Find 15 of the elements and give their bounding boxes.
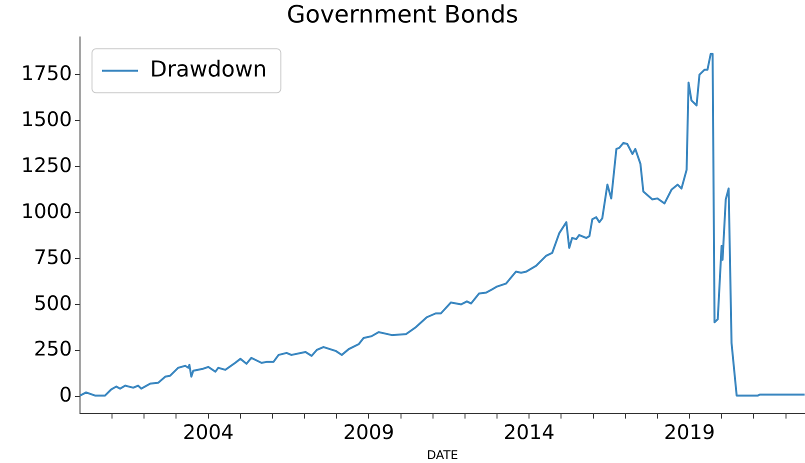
y-tick-label: 0 (59, 382, 72, 407)
legend-label: Drawdown (150, 58, 267, 83)
y-tick-label: 250 (34, 336, 72, 361)
y-tick-label: 750 (34, 244, 72, 269)
x-tick-label: 2004 (182, 420, 234, 444)
chart-title: Government Bonds (286, 0, 518, 29)
y-tick-label: 1000 (21, 198, 72, 223)
y-tick-label: 500 (34, 290, 72, 315)
y-tick-label: 1250 (21, 152, 72, 177)
x-axis-title: DATE (426, 448, 458, 462)
x-tick-label: 2009 (343, 420, 394, 444)
y-tick-label: 1750 (21, 60, 72, 85)
y-tick-label: 1500 (21, 106, 72, 131)
x-tick-label: 2019 (664, 420, 715, 444)
x-tick-label: 2014 (504, 420, 555, 444)
